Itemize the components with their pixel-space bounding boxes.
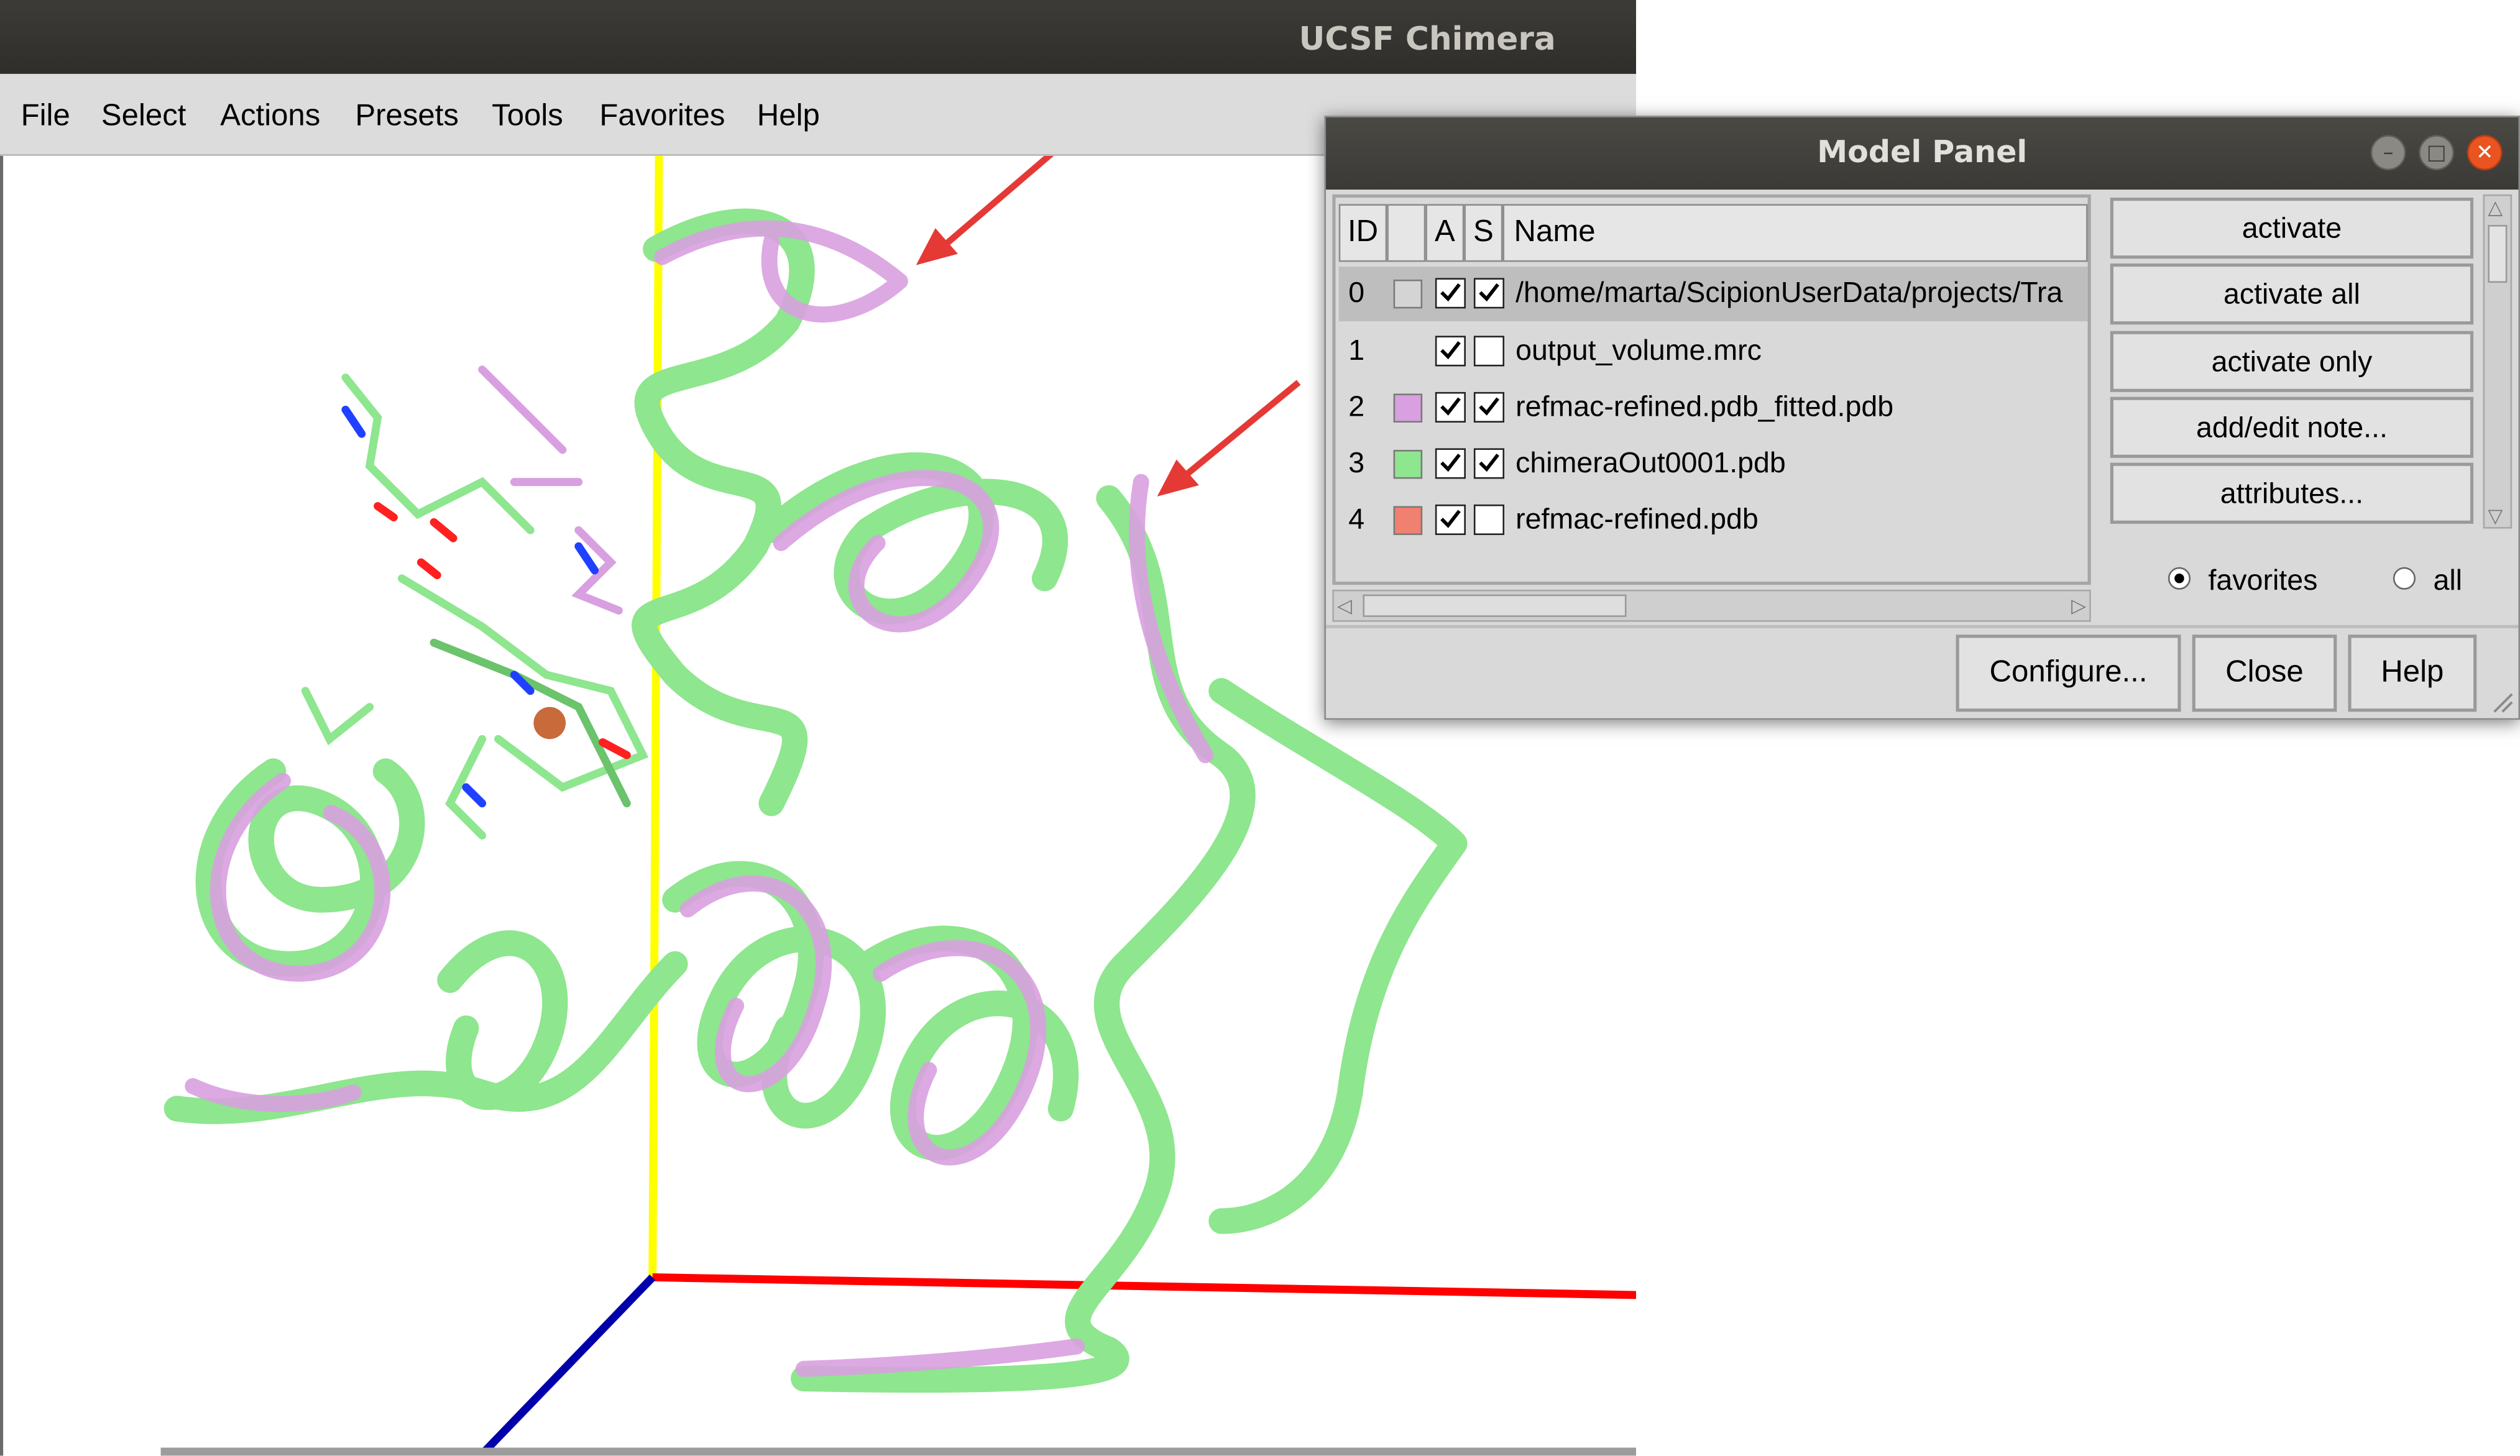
checkmark-icon (1440, 341, 1461, 360)
radio-selected-dot (2174, 574, 2184, 584)
favorites-radio[interactable] (2168, 567, 2191, 590)
model-row[interactable]: 1 output_volume.mrc (1339, 324, 2088, 379)
model-id: 2 (1348, 390, 1365, 423)
model-name: refmac-refined.pdb (1515, 503, 1759, 535)
scrollbar-thumb[interactable] (1363, 594, 1627, 617)
model-panel-title-bar[interactable]: Model Panel – □ ✕ (1326, 117, 2519, 190)
activate-only-button[interactable]: activate only (2110, 331, 2474, 392)
activate-button[interactable]: activate (2110, 198, 2474, 259)
model-id: 3 (1348, 446, 1365, 479)
shown-checkbox[interactable] (1473, 391, 1505, 423)
axis-x (652, 1273, 1637, 1299)
divider (1326, 625, 2519, 628)
shown-checkbox[interactable] (1473, 504, 1505, 535)
configure-button[interactable]: Configure... (1956, 634, 2181, 712)
menu-presets[interactable]: Presets (355, 99, 459, 134)
scroll-up-icon[interactable]: △ (2488, 196, 2503, 219)
checkmark-icon (1440, 453, 1461, 472)
help-button[interactable]: Help (2348, 634, 2477, 712)
close-icon[interactable]: ✕ (2467, 135, 2503, 171)
model-row[interactable]: 2 refmac-refined.pdb_fitted.pdb (1339, 381, 2088, 436)
model-name: chimeraOut0001.pdb (1515, 446, 1786, 479)
iron-atom (533, 707, 566, 739)
model-name: output_volume.mrc (1515, 334, 1762, 367)
model-color-swatch[interactable] (1393, 449, 1423, 479)
checkmark-icon (1440, 510, 1461, 528)
scrollbar-thumb[interactable] (2488, 224, 2508, 283)
ligand-sticks (301, 365, 649, 840)
active-checkbox[interactable] (1435, 278, 1466, 309)
shown-checkbox[interactable] (1473, 336, 1505, 367)
checkmark-icon (1479, 397, 1499, 416)
model-row[interactable]: 3 chimeraOut0001.pdb (1339, 437, 2088, 492)
model-panel-dialog: Model Panel – □ ✕ ID A S Name 0 /home/ma… (1324, 116, 2520, 720)
menu-help[interactable]: Help (756, 99, 820, 134)
minimize-icon[interactable]: – (2370, 135, 2406, 171)
buttons-vertical-scrollbar[interactable]: △ ▽ (2483, 194, 2513, 529)
model-color-swatch[interactable] (1393, 506, 1423, 535)
menu-tools[interactable]: Tools (492, 99, 563, 134)
checkmark-icon (1440, 397, 1461, 416)
menu-select[interactable]: Select (101, 99, 186, 134)
model-table: ID A S Name 0 /home/marta/ScipionUserDat… (1332, 194, 2091, 585)
axis-y (648, 155, 663, 1278)
chimera-title-bar: UCSF Chimera (0, 0, 1637, 74)
viewer-border (0, 155, 4, 1456)
model-id: 1 (1348, 334, 1365, 367)
scroll-right-icon[interactable]: ▷ (2071, 594, 2086, 617)
menu-file[interactable]: File (21, 99, 70, 134)
column-header-id[interactable]: ID (1338, 204, 1387, 262)
add-edit-note-button[interactable]: add/edit note... (2110, 396, 2474, 458)
ribbon-model-green (163, 208, 1468, 1393)
menu-actions[interactable]: Actions (220, 99, 321, 134)
attributes-button[interactable]: attributes... (2110, 462, 2474, 524)
all-radio[interactable] (2393, 567, 2416, 590)
scroll-down-icon[interactable]: ▽ (2488, 504, 2503, 528)
column-header-shown[interactable]: S (1464, 204, 1503, 262)
favorites-radio-label[interactable]: favorites (2208, 564, 2318, 597)
column-header-name[interactable]: Name (1502, 204, 2088, 262)
active-checkbox[interactable] (1435, 336, 1466, 367)
model-name: refmac-refined.pdb_fitted.pdb (1515, 390, 1894, 423)
scroll-left-icon[interactable]: ◁ (1337, 594, 1353, 617)
model-panel-title: Model Panel (1817, 135, 2028, 171)
checkmark-icon (1440, 283, 1461, 302)
model-row[interactable]: 4 refmac-refined.pdb (1339, 493, 2088, 548)
active-checkbox[interactable] (1435, 448, 1466, 479)
model-row[interactable]: 0 /home/marta/ScipionUserData/projects/T… (1338, 267, 2088, 322)
viewer-scrollbar[interactable] (160, 1447, 1637, 1456)
shown-checkbox[interactable] (1473, 278, 1505, 309)
axis-z (479, 1274, 656, 1451)
shown-checkbox[interactable] (1473, 448, 1505, 479)
model-name: /home/marta/ScipionUserData/projects/Tra (1515, 276, 2063, 309)
ribbon-model-pink (185, 220, 1214, 1377)
activate-all-button[interactable]: activate all (2110, 263, 2474, 325)
model-color-swatch[interactable] (1393, 279, 1423, 309)
model-color-swatch[interactable] (1393, 393, 1423, 423)
close-button[interactable]: Close (2192, 634, 2337, 712)
checkmark-icon (1479, 283, 1499, 302)
model-id: 4 (1348, 503, 1365, 535)
protein-structure-render (163, 155, 1637, 1451)
annotation-arrows (916, 155, 1301, 497)
model-id: 0 (1348, 276, 1365, 309)
column-header-active[interactable]: A (1425, 204, 1465, 262)
window-title: UCSF Chimera (1299, 19, 1556, 58)
column-header-color[interactable] (1387, 204, 1426, 262)
maximize-icon[interactable]: □ (2419, 135, 2455, 171)
table-horizontal-scrollbar[interactable]: ◁ ▷ (1332, 589, 2091, 622)
checkmark-icon (1479, 453, 1499, 472)
active-checkbox[interactable] (1435, 504, 1466, 535)
menu-favorites[interactable]: Favorites (599, 99, 725, 134)
all-radio-label[interactable]: all (2433, 564, 2463, 597)
active-checkbox[interactable] (1435, 391, 1466, 423)
resize-grip-icon[interactable] (2488, 688, 2513, 713)
